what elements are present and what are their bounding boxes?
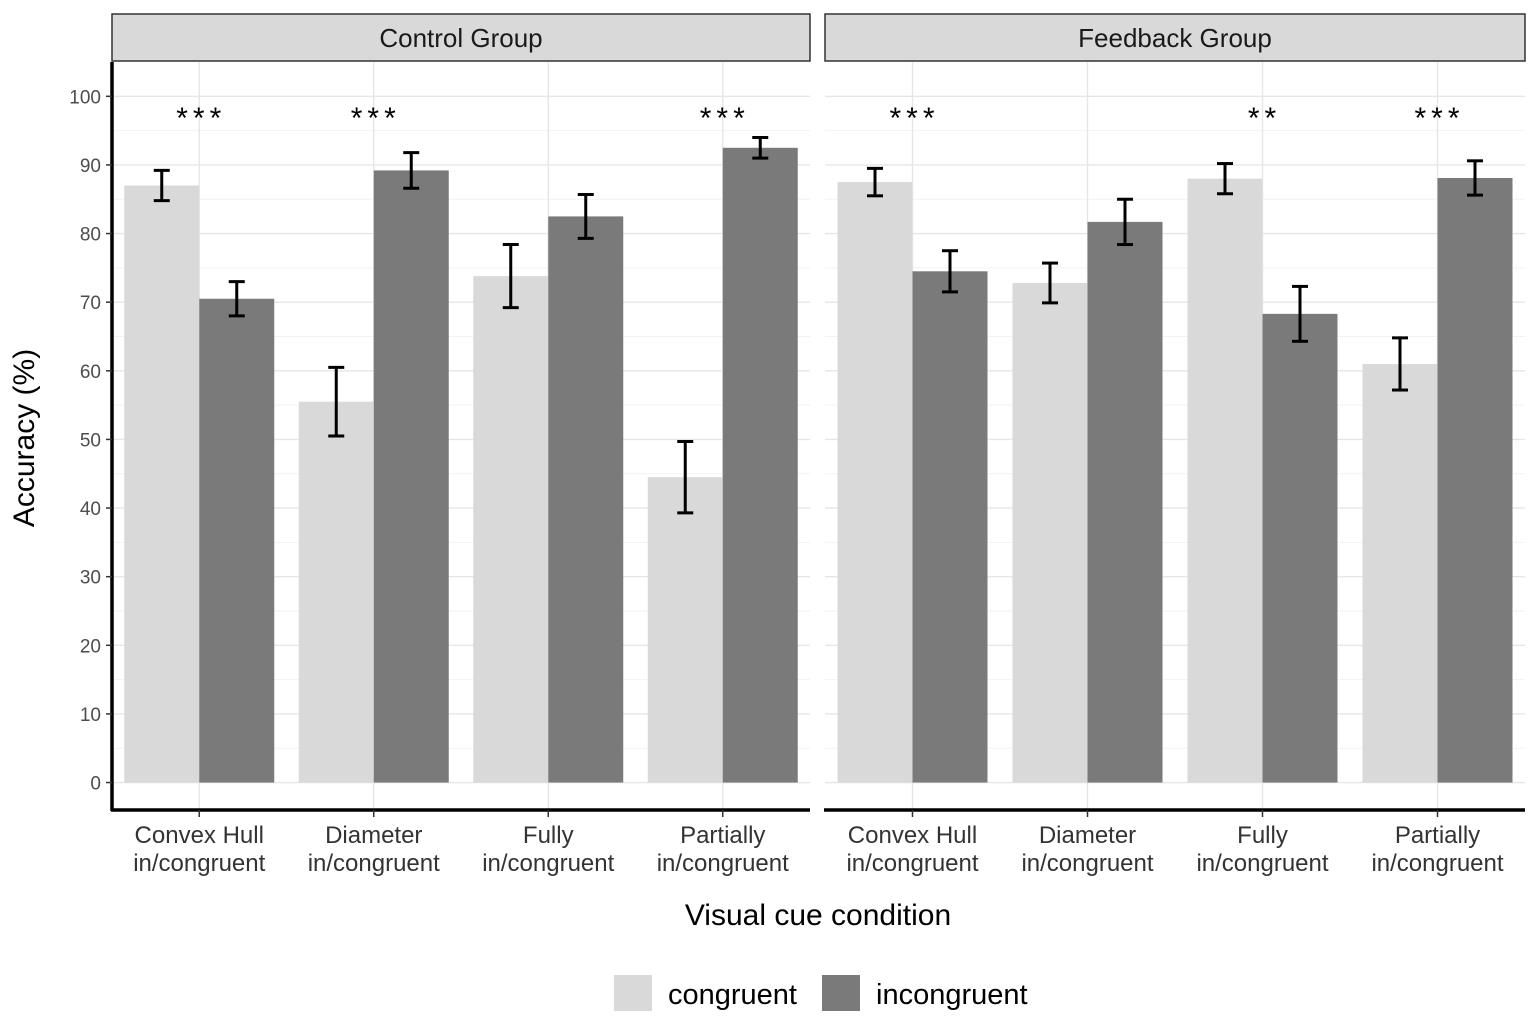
panel-strip [111,13,811,62]
error-bar [1217,162,1233,196]
error-bar [228,280,245,318]
legend-label: congruent [668,979,797,1011]
panel-feedback: Feedback Group*** ** ***Convex Hullin/cong… [824,13,1526,877]
x-tick-label: Diameter [1039,822,1136,849]
bar-incongruent [1437,177,1513,783]
error-bar [1042,261,1058,305]
y-tick-label: 0 [90,774,101,795]
x-tick-label: in/congruent [846,850,978,877]
error-bar [577,192,594,240]
significance-label: *** [1414,102,1464,135]
bar-incongruent [722,147,798,783]
bar-congruent [1362,363,1438,783]
x-tick-label: Convex Hull [135,822,264,849]
bar-congruent [1187,178,1263,783]
bar-incongruent [199,298,275,783]
legend-label: incongruent [876,979,1028,1011]
error-bar [1292,284,1308,343]
error-bar [752,135,769,160]
significance-label: *** [351,102,401,135]
error-bar [1392,336,1408,392]
bar-congruent [473,276,549,783]
bar-congruent [298,401,374,783]
x-tick-label: in/congruent [482,850,614,877]
x-tick-label: in/congruent [133,850,265,877]
error-bar [1467,159,1483,197]
error-bar [867,166,883,198]
x-tick-label: Partially [1395,822,1480,849]
x-tick-label: Fully [523,822,574,849]
significance-label: *** [889,102,939,135]
y-tick-label: 10 [80,705,101,726]
error-bar [153,168,170,203]
x-tick-label: Convex Hull [848,822,977,849]
y-tick-label: 50 [80,430,101,451]
error-bar [403,151,420,190]
x-tick-label: in/congruent [1371,850,1503,877]
x-tick-label: Fully [1237,822,1288,849]
bar-incongruent [548,216,624,783]
y-tick-label: 40 [80,499,101,520]
bar-congruent [837,182,913,783]
bar-incongruent [912,271,988,783]
significance-label: *** [700,102,750,135]
y-tick-label: 60 [80,362,101,383]
y-tick-label: 30 [80,568,101,589]
x-tick-label: in/congruent [1196,850,1328,877]
legend-swatch [822,975,860,1011]
y-tick-label: 20 [80,636,101,657]
legend-item-incongruent: incongruent [822,975,1028,1011]
significance-label: ** [1248,102,1281,135]
x-tick-label: in/congruent [657,850,789,877]
bar-congruent [1012,282,1088,783]
y-tick-label: 80 [80,225,101,246]
x-tick-label: Partially [680,822,765,849]
x-axis-title: Visual cue condition [685,899,951,932]
x-tick-label: in/congruent [308,850,440,877]
bar-incongruent [1087,221,1163,783]
legend-swatch [614,975,652,1011]
bar-incongruent [373,170,449,783]
error-bar [942,249,958,294]
error-bar [328,365,345,438]
y-tick-label: 90 [80,156,101,177]
y-axis-title: Accuracy (%) [8,349,41,527]
bar-incongruent [1262,313,1338,783]
legend: congruent incongruent [614,975,1028,1011]
panel-strip [824,13,1526,62]
panel-title: Control Group [379,23,542,53]
bar-congruent [647,477,723,783]
significance-label: *** [176,102,226,135]
error-bar [677,439,694,515]
x-tick-label: in/congruent [1021,850,1153,877]
y-tick-label: 70 [80,293,101,314]
bar-congruent [124,185,200,783]
panel-control: Control Group*** *** ***Convex Hullin/cong… [110,13,811,877]
y-tick-label: 100 [69,87,101,108]
legend-item-congruent: congruent [614,975,797,1011]
x-tick-label: Diameter [325,822,422,849]
error-bar [1117,197,1133,247]
error-bar [502,243,519,310]
panel-title: Feedback Group [1078,23,1272,53]
